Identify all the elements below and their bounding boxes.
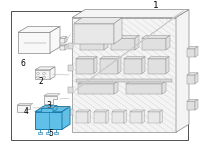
Polygon shape — [78, 84, 114, 94]
Polygon shape — [50, 26, 60, 53]
Polygon shape — [76, 59, 94, 74]
Polygon shape — [94, 112, 106, 123]
Polygon shape — [80, 35, 108, 38]
Polygon shape — [112, 110, 126, 112]
Polygon shape — [18, 26, 60, 32]
Polygon shape — [62, 107, 70, 129]
Polygon shape — [118, 57, 121, 74]
Polygon shape — [148, 110, 162, 112]
Polygon shape — [111, 35, 139, 38]
Polygon shape — [187, 101, 195, 110]
Polygon shape — [60, 46, 65, 50]
Polygon shape — [160, 110, 162, 123]
Polygon shape — [124, 57, 145, 59]
Polygon shape — [142, 57, 145, 74]
Polygon shape — [41, 105, 57, 108]
Polygon shape — [100, 57, 121, 59]
Text: 3: 3 — [47, 101, 51, 110]
Polygon shape — [124, 59, 142, 74]
Polygon shape — [17, 105, 30, 112]
Polygon shape — [142, 35, 170, 38]
Text: 4: 4 — [24, 107, 28, 116]
Polygon shape — [176, 10, 189, 132]
Polygon shape — [195, 46, 198, 57]
Polygon shape — [130, 110, 144, 112]
Polygon shape — [76, 112, 88, 123]
Polygon shape — [50, 67, 55, 79]
Polygon shape — [114, 81, 118, 94]
Polygon shape — [187, 49, 195, 57]
Polygon shape — [65, 37, 67, 43]
Polygon shape — [35, 107, 70, 112]
Polygon shape — [65, 44, 67, 50]
Polygon shape — [53, 105, 57, 112]
Polygon shape — [166, 57, 169, 74]
Polygon shape — [78, 81, 118, 84]
Polygon shape — [142, 38, 166, 50]
Bar — [38, 132, 42, 134]
Text: 6: 6 — [21, 59, 25, 69]
Polygon shape — [44, 96, 57, 104]
Polygon shape — [94, 57, 97, 74]
Polygon shape — [166, 35, 170, 50]
Polygon shape — [60, 44, 67, 46]
Polygon shape — [74, 18, 122, 24]
Polygon shape — [76, 110, 90, 112]
Polygon shape — [44, 94, 60, 96]
Polygon shape — [112, 112, 124, 123]
Polygon shape — [195, 73, 198, 84]
Polygon shape — [126, 81, 166, 84]
Bar — [76, 79, 172, 82]
Polygon shape — [72, 10, 189, 18]
Bar — [68, 43, 73, 49]
Polygon shape — [195, 99, 198, 110]
Polygon shape — [187, 73, 198, 75]
Polygon shape — [80, 38, 104, 50]
Polygon shape — [142, 110, 144, 123]
Polygon shape — [126, 84, 162, 94]
Polygon shape — [60, 38, 65, 43]
Polygon shape — [74, 24, 114, 44]
Polygon shape — [124, 110, 126, 123]
Polygon shape — [88, 110, 90, 123]
Polygon shape — [18, 32, 50, 53]
Bar — [11, 11, 188, 140]
Bar — [68, 65, 73, 71]
Polygon shape — [187, 46, 198, 49]
Polygon shape — [148, 57, 169, 59]
Polygon shape — [148, 112, 160, 123]
Polygon shape — [162, 81, 166, 94]
Polygon shape — [106, 110, 108, 123]
Polygon shape — [100, 59, 118, 74]
Polygon shape — [60, 37, 67, 38]
Bar — [68, 109, 73, 115]
Bar — [54, 132, 58, 134]
Polygon shape — [187, 75, 195, 84]
Polygon shape — [35, 112, 62, 129]
Text: 1: 1 — [153, 1, 159, 10]
Polygon shape — [148, 59, 166, 74]
Bar — [68, 87, 73, 93]
Polygon shape — [104, 35, 108, 50]
Text: 2: 2 — [39, 77, 43, 86]
Polygon shape — [76, 57, 97, 59]
Polygon shape — [17, 103, 33, 105]
Polygon shape — [130, 112, 142, 123]
Polygon shape — [41, 108, 53, 112]
Polygon shape — [94, 110, 108, 112]
Polygon shape — [35, 70, 50, 79]
Polygon shape — [187, 99, 198, 101]
Polygon shape — [114, 18, 122, 44]
Polygon shape — [135, 35, 139, 50]
Polygon shape — [72, 18, 176, 132]
Text: 5: 5 — [49, 129, 53, 138]
Polygon shape — [35, 67, 55, 70]
Polygon shape — [111, 38, 135, 50]
Bar — [46, 132, 50, 134]
